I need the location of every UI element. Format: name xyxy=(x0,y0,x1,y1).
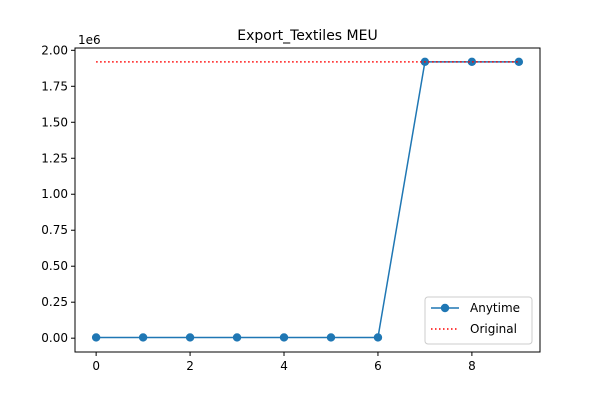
y-offset-label: 1e6 xyxy=(78,33,101,47)
x-tick-label: 8 xyxy=(468,359,476,373)
plot-area xyxy=(91,57,524,342)
data-point-anytime xyxy=(326,333,336,342)
legend-label-anytime: Anytime xyxy=(470,301,520,315)
data-point-anytime xyxy=(514,57,524,67)
y-tick-label: 2.00 xyxy=(41,43,68,57)
y-tick-label: 0.25 xyxy=(41,295,68,309)
legend: Anytime Original xyxy=(424,296,533,345)
y-tick-label: 1.25 xyxy=(41,151,68,165)
data-point-anytime xyxy=(185,333,195,342)
y-tick-label: 0.00 xyxy=(41,331,68,345)
axes-ticks: 0 2 4 6 8 0.00 0.25 0.50 0.75 1.00 1.25 1.50 1.75 2.0… xyxy=(41,43,475,373)
y-tick-label: 1.00 xyxy=(41,187,68,201)
data-point-anytime xyxy=(279,333,289,342)
x-tick-label: 2 xyxy=(186,359,194,373)
y-tick-label: 1.75 xyxy=(41,79,68,93)
x-tick-label: 4 xyxy=(280,359,288,373)
y-tick-label: 0.50 xyxy=(41,259,68,273)
y-tick-label: 1.50 xyxy=(41,115,68,129)
y-tick-label: 0.75 xyxy=(41,223,68,237)
data-point-anytime xyxy=(232,333,242,342)
data-point-anytime xyxy=(467,57,477,67)
x-tick-label: 6 xyxy=(374,359,382,373)
data-point-anytime xyxy=(373,333,383,342)
legend-label-original: Original xyxy=(470,322,517,336)
legend-marker-anytime xyxy=(440,303,450,313)
data-point-anytime xyxy=(138,333,148,342)
x-tick-label: 0 xyxy=(92,359,100,373)
chart-title: Export_Textiles MEU xyxy=(237,28,377,44)
axes-frame xyxy=(74,47,541,353)
data-point-anytime xyxy=(91,333,101,342)
